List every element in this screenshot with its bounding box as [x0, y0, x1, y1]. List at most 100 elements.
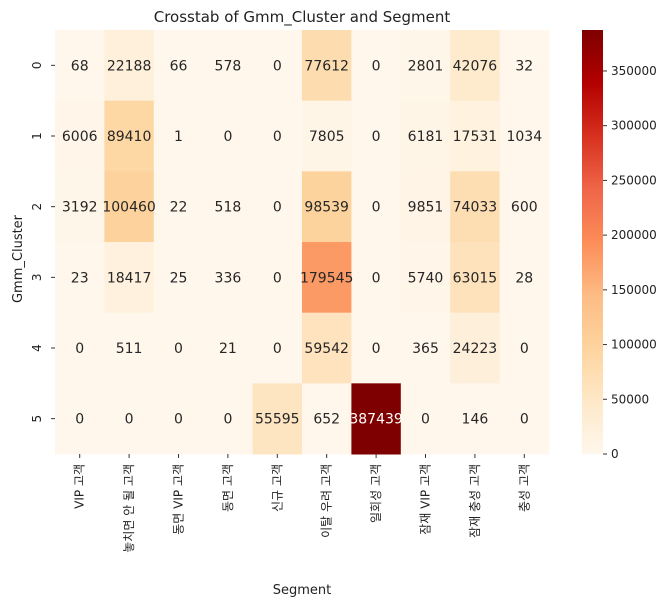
cell-value-label: 365: [412, 341, 439, 357]
cell-value-label: 0: [372, 200, 381, 216]
colorbar-tick-label: 50000: [611, 392, 649, 406]
cell-value-label: 0: [223, 412, 232, 428]
cell-value-label: 5740: [408, 270, 444, 286]
y-tick-labels: 0 1 2 3 4 5: [30, 62, 55, 423]
heatmap-cell: [400, 30, 451, 102]
heatmap-cell: [252, 242, 303, 314]
cell-value-label: 0: [520, 341, 529, 357]
cell-value-label: 2801: [408, 58, 444, 74]
cell-value-label: 1: [174, 129, 183, 145]
cell-value-label: 42076: [453, 58, 498, 74]
heatmap-cell: [302, 100, 352, 172]
heatmap-cell: [499, 30, 550, 102]
x-tick-label: 일회성 고객: [369, 464, 383, 523]
heatmap-cell: [499, 383, 550, 455]
cell-value-label: 0: [273, 341, 282, 357]
heatmap-cell: [450, 171, 501, 243]
heatmap-cell: [203, 171, 254, 243]
heatmap-cell: [104, 171, 155, 243]
heatmap-cell: [450, 312, 501, 384]
colorbar: [582, 30, 603, 454]
cell-value-label: 387439: [349, 412, 402, 428]
heatmap-cell: [302, 383, 352, 455]
heatmap-cell: [252, 100, 303, 172]
cell-value-label: 511: [116, 341, 143, 357]
colorbar-ticks: 0 50000 100000 150000 200000 250000 300000 3500…: [603, 64, 657, 461]
heatmap-cell: [450, 242, 501, 314]
heatmap-cell: [400, 312, 451, 384]
cell-value-label: 17531: [453, 129, 498, 145]
heatmap-cell: [153, 100, 204, 172]
heatmap-cell: [499, 242, 550, 314]
x-tick-labels: VIP 고객 놓치면 안 될 고객 동면 VIP 고객 동면 고객 신규 고객 이탈 우려…: [73, 454, 531, 553]
cell-value-label: 7805: [309, 129, 345, 145]
cell-value-label: 59542: [304, 341, 349, 357]
cell-value-label: 23: [71, 270, 89, 286]
cell-value-label: 6181: [408, 129, 444, 145]
x-tick-label: 충성 고객: [517, 464, 531, 512]
x-tick-label: 신규 고객: [270, 464, 284, 512]
cell-value-label: 0: [174, 341, 183, 357]
heatmap-cell: [400, 242, 451, 314]
cell-value-label: 6006: [62, 129, 98, 145]
cell-value-label: 21: [219, 341, 237, 357]
cell-value-label: 74033: [453, 200, 498, 216]
heatmap-cell: [252, 171, 303, 243]
heatmap-cell: [400, 383, 451, 455]
cell-value-label: 0: [421, 412, 430, 428]
x-tick-label: 동면 VIP 고객: [172, 464, 186, 535]
cell-value-label: 22188: [107, 58, 152, 74]
heatmap-cell: [104, 242, 155, 314]
cell-value-label: 24223: [453, 341, 498, 357]
heatmap-cell: [104, 312, 155, 384]
heatmap-cell: [104, 383, 155, 455]
x-tick-label: 잠재 충성 고객: [468, 464, 482, 538]
heatmap-cell: [104, 30, 155, 102]
cell-value-label: 68: [71, 58, 89, 74]
heatmap-cell: [351, 30, 402, 102]
heatmap-cell: [302, 242, 352, 314]
cell-value-label: 0: [174, 412, 183, 428]
heatmap-cell: [252, 383, 303, 455]
cell-value-label: 0: [273, 200, 282, 216]
heatmap-cell: [104, 100, 155, 172]
heatmap-cell: [499, 171, 550, 243]
cell-value-label: 55595: [255, 412, 300, 428]
cell-value-label: 77612: [304, 58, 349, 74]
heatmap-cell: [203, 30, 254, 102]
cell-value-label: 98539: [304, 200, 349, 216]
heatmap-cells: [55, 30, 550, 455]
heatmap-cell: [203, 242, 254, 314]
cell-value-label: 0: [372, 270, 381, 286]
heatmap-cell: [351, 383, 402, 455]
heatmap-cell: [153, 312, 204, 384]
cell-value-label: 66: [170, 58, 188, 74]
cell-value-label: 0: [520, 412, 529, 428]
cell-value-label: 18417: [107, 270, 152, 286]
heatmap-cell: [351, 100, 402, 172]
y-axis-label: Gmm_Cluster: [11, 214, 26, 303]
cell-value-label: 336: [215, 270, 242, 286]
cell-value-label: 0: [273, 58, 282, 74]
cell-value-label: 518: [215, 200, 242, 216]
heatmap-cell: [252, 30, 303, 102]
cell-value-label: 89410: [107, 129, 152, 145]
heatmap-cell: [203, 383, 254, 455]
cell-value-label: 22: [170, 200, 188, 216]
heatmap-cell: [351, 171, 402, 243]
heatmap-cell: [153, 30, 204, 102]
cell-value-label: 0: [75, 341, 84, 357]
y-tick-label: 2: [30, 203, 44, 211]
y-tick-label: 5: [30, 415, 44, 423]
cell-value-label: 63015: [453, 270, 498, 286]
cell-value-label: 32: [515, 58, 533, 74]
x-tick-label: 잠재 VIP 고객: [419, 464, 433, 535]
x-axis-label: Segment: [273, 583, 332, 598]
colorbar-tick-label: 100000: [611, 338, 657, 352]
heatmap-cell: [302, 30, 352, 102]
heatmap-cell: [450, 100, 501, 172]
heatmap-cell: [450, 383, 501, 455]
cell-value-label: 0: [273, 129, 282, 145]
cell-value-label: 179545: [300, 270, 353, 286]
